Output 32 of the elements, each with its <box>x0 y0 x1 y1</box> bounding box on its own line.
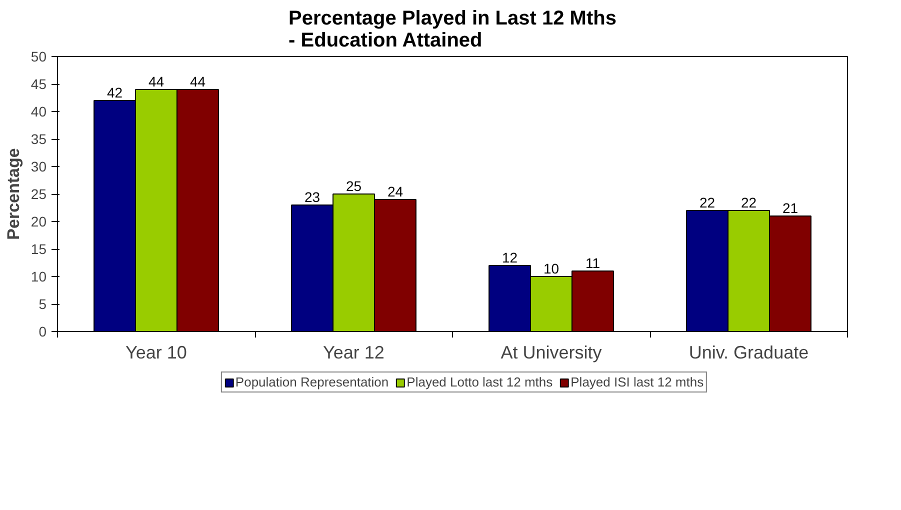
x-tick-label: Univ. Graduate <box>688 342 809 362</box>
data-label: 12 <box>502 250 518 266</box>
data-label: 42 <box>106 84 123 100</box>
y-tick-label: 45 <box>30 76 47 92</box>
x-tick-label: Year 10 <box>126 342 187 362</box>
data-label: 21 <box>782 200 798 216</box>
y-tick-label: 5 <box>38 296 47 312</box>
y-axis-title: Percentage <box>4 148 23 240</box>
data-label: 44 <box>148 74 164 90</box>
y-tick-label: 25 <box>30 186 47 202</box>
data-label: 10 <box>543 260 560 276</box>
y-tick-label: 10 <box>30 268 47 284</box>
data-label: 44 <box>190 74 206 90</box>
data-label: 22 <box>699 194 716 210</box>
data-label: 11 <box>585 255 600 271</box>
data-label: 23 <box>304 189 320 205</box>
x-tick-label: At University <box>500 342 602 362</box>
y-tick-label: 50 <box>30 48 47 64</box>
y-tick-label: 0 <box>38 324 47 340</box>
y-tick-label: 15 <box>30 241 47 257</box>
chart-title: Percentage Played in Last 12 Mths - Education Attained <box>288 8 616 52</box>
y-tick-label: 30 <box>30 158 47 174</box>
y-tick-label: 35 <box>30 131 47 147</box>
data-label: 22 <box>740 194 757 210</box>
legend-label: Played ISI last 12 mths <box>570 374 704 390</box>
legend-label: Population Representation <box>235 374 389 390</box>
data-label: 25 <box>346 178 362 194</box>
data-label: 24 <box>387 184 404 200</box>
y-tick-label: 40 <box>30 104 47 120</box>
y-tick-label: 20 <box>30 214 47 230</box>
x-tick-label: Year 12 <box>323 342 384 362</box>
legend-label: Played Lotto last 12 mths <box>406 374 553 390</box>
